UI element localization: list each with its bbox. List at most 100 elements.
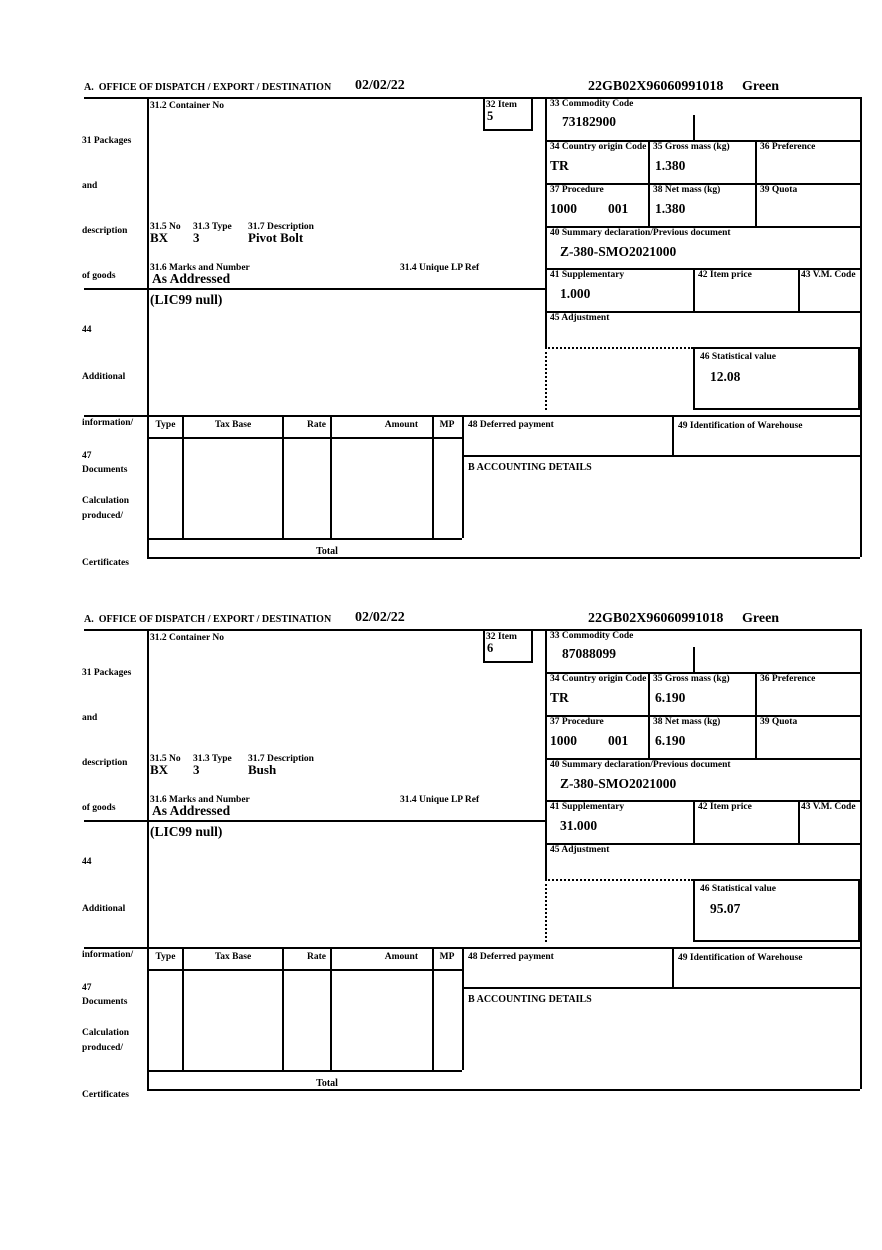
net-mass-label: 38 Net mass (kg): [653, 717, 721, 727]
divider-line: [860, 629, 862, 1089]
box44-additional-info-label: 44 Additional information/ Documents pro…: [82, 325, 134, 568]
item-number-value: 6: [487, 641, 494, 655]
declaration-reference: 22GB02X96060991018: [588, 611, 724, 626]
col-header-amount: Amount: [384, 952, 418, 962]
divider-line: [330, 415, 332, 538]
statistical-value: 95.07: [710, 901, 741, 916]
divider-line: [147, 437, 462, 439]
divider-line: [84, 97, 860, 99]
marks-number-label: 31.6 Marks and Number: [150, 795, 250, 805]
divider-line: [84, 415, 860, 417]
vm-code-label: 43 V.M. Code: [801, 802, 856, 812]
divider-line: [462, 455, 860, 457]
item-number-value: 5: [487, 109, 494, 123]
item-number-label: 32 Item: [486, 632, 517, 642]
commodity-code-label: 33 Commodity Code: [550, 99, 634, 109]
procedure-label: 37 Procedure: [550, 185, 604, 195]
dotted-divider-line: [545, 879, 547, 942]
commodity-code-value: 73182900: [562, 114, 616, 129]
preference-label: 36 Preference: [760, 142, 816, 152]
divider-line: [147, 629, 149, 1089]
net-mass-label: 38 Net mass (kg): [653, 185, 721, 195]
statistical-value-box: [693, 347, 860, 410]
box47-calculation-label: 47 Calculation: [82, 451, 129, 506]
country-origin-label: 34 Country origin Code: [550, 142, 647, 152]
divider-line: [182, 947, 184, 1070]
statistical-value-box: [693, 879, 860, 942]
description-label: 31.7 Description: [248, 222, 314, 232]
statistical-value-label: 46 Statistical value: [700, 884, 776, 894]
container-no-label: 31.2 Container No: [150, 101, 224, 111]
commodity-code-label: 33 Commodity Code: [550, 631, 634, 641]
divider-line: [545, 140, 860, 142]
divider-line: [798, 800, 800, 843]
route-status: Green: [742, 79, 780, 94]
supplementary-label: 41 Supplementary: [550, 270, 625, 280]
statistical-value: 12.08: [710, 369, 741, 384]
unique-lp-ref-label: 31.4 Unique LP Ref: [400, 795, 480, 805]
divider-line: [545, 183, 860, 185]
net-mass-value: 1.380: [655, 201, 686, 216]
supplementary-value: 31.000: [560, 818, 598, 833]
deferred-payment-label: 48 Deferred payment: [468, 420, 554, 430]
country-origin-value: TR: [550, 158, 569, 173]
box47-calculation-label: 47 Calculation: [82, 983, 129, 1038]
country-origin-label: 34 Country origin Code: [550, 674, 647, 684]
divider-line: [545, 311, 860, 313]
commodity-code-subdivision-line: [693, 115, 695, 140]
divider-line: [182, 415, 184, 538]
divider-line: [545, 800, 860, 802]
procedure-value-2: 001: [608, 201, 629, 216]
description-label: 31.7 Description: [248, 754, 314, 764]
summary-declaration-label: 40 Summary declaration/Previous document: [550, 228, 731, 238]
adjustment-label: 45 Adjustment: [550, 313, 610, 323]
dotted-divider-line: [545, 347, 547, 410]
divider-line: [147, 557, 860, 559]
divider-line: [755, 140, 757, 226]
item-number-box: [483, 629, 533, 663]
divider-line: [147, 969, 462, 971]
item-section-2: A. OFFICE OF DISPATCH / EXPORT / DESTINA…: [0, 610, 882, 1110]
procedure-value-1: 1000: [550, 733, 577, 748]
quota-label: 39 Quota: [760, 717, 798, 727]
unique-lp-ref-label: 31.4 Unique LP Ref: [400, 263, 480, 273]
summary-declaration-label: 40 Summary declaration/Previous document: [550, 760, 731, 770]
preference-label: 36 Preference: [760, 674, 816, 684]
gross-mass-label: 35 Gross mass (kg): [653, 142, 730, 152]
box31-packages-label: 31 Packages and description of goods: [82, 136, 132, 281]
package-type-value: 3: [193, 230, 200, 245]
additional-info-value: (LIC99 null): [150, 824, 223, 839]
divider-line: [860, 97, 862, 557]
quota-label: 39 Quota: [760, 185, 798, 195]
supplementary-value: 1.000: [560, 286, 591, 301]
container-no-label: 31.2 Container No: [150, 633, 224, 643]
col-header-rate: Rate: [307, 952, 326, 962]
divider-line: [545, 629, 547, 879]
divider-line: [432, 947, 434, 1070]
divider-line: [330, 947, 332, 1070]
divider-line: [648, 140, 650, 226]
package-no-value: BX: [150, 230, 169, 245]
office-of-dispatch-header: A. OFFICE OF DISPATCH / EXPORT / DESTINA…: [84, 82, 332, 93]
declaration-reference: 22GB02X96060991018: [588, 79, 724, 94]
package-no-label: 31.5 No: [150, 222, 181, 232]
warehouse-id-label: 49 Identification of Warehouse: [678, 953, 803, 963]
divider-line: [545, 715, 860, 717]
gross-mass-label: 35 Gross mass (kg): [653, 674, 730, 684]
description-value: Pivot Bolt: [248, 230, 304, 245]
item-number-box: [483, 97, 533, 131]
package-no-label: 31.5 No: [150, 754, 181, 764]
package-type-value: 3: [193, 762, 200, 777]
dispatch-date: 02/02/22: [355, 78, 405, 93]
divider-line: [545, 226, 860, 228]
divider-line: [462, 987, 860, 989]
commodity-code-subdivision-line: [693, 647, 695, 672]
warehouse-id-label: 49 Identification of Warehouse: [678, 421, 803, 431]
divider-line: [693, 800, 695, 843]
deferred-payment-label: 48 Deferred payment: [468, 952, 554, 962]
col-header-tax-base: Tax Base: [214, 420, 252, 430]
col-header-type: Type: [155, 420, 176, 430]
divider-line: [84, 947, 860, 949]
package-type-label: 31.3 Type: [193, 754, 232, 764]
item-section-1: A. OFFICE OF DISPATCH / EXPORT / DESTINA…: [0, 78, 882, 578]
